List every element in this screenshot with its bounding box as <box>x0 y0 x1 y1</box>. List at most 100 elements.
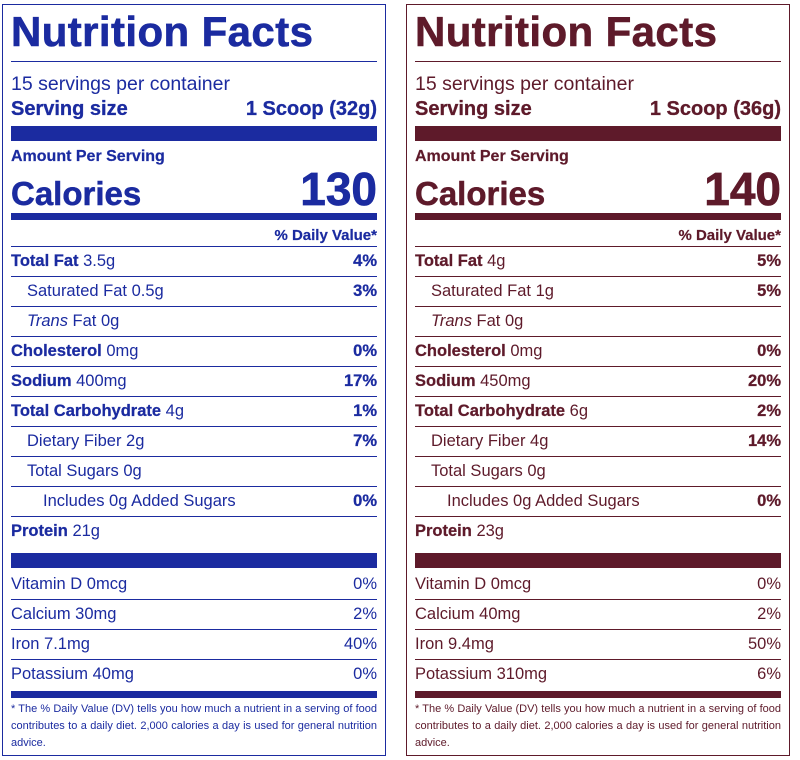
divider <box>415 61 781 62</box>
vitamin-name: Calcium 30mg <box>11 605 117 623</box>
nutrient-row-trans-fat: Trans Fat 0g <box>11 306 377 336</box>
nutrient-rows: Total Fat 4g 5% Saturated Fat 1g 5% Tran… <box>415 246 781 546</box>
medium-divider <box>415 691 781 698</box>
nutrient-row-saturated-fat: Saturated Fat 0.5g 3% <box>11 276 377 306</box>
nutrient-row-cholesterol: Cholesterol 0mg 0% <box>11 336 377 366</box>
nutrient-amount: 0.5g <box>131 282 164 300</box>
thick-divider <box>415 553 781 568</box>
daily-value-header: % Daily Value* <box>678 227 781 244</box>
nutrient-dv: 0% <box>757 492 781 510</box>
nutrient-name: Total Fat <box>415 252 483 270</box>
nutrient-name: Saturated Fat <box>431 282 531 300</box>
nutrient-row-trans-fat: Trans Fat 0g <box>415 306 781 336</box>
amount-per-serving: Amount Per Serving <box>11 148 165 165</box>
footnote: * The % Daily Value (DV) tells you how m… <box>415 703 781 749</box>
thick-divider <box>11 553 377 568</box>
nutrient-row-total-sugars: Total Sugars 0g <box>11 456 377 486</box>
serving-size-row: Serving size 1 Scoop (36g) <box>415 96 781 122</box>
calories-value: 140 <box>704 163 781 215</box>
vitamin-row: Calcium 30mg 2% <box>11 599 377 629</box>
vitamin-dv: 40% <box>343 635 377 653</box>
nutrient-amount: 0mg <box>510 342 543 360</box>
divider <box>11 61 377 62</box>
nutrient-amount: 400mg <box>76 372 127 390</box>
nutrient-dv: 2% <box>757 402 781 420</box>
vitamin-row: Calcium 40mg 2% <box>415 599 781 629</box>
nutrient-dv: 1% <box>353 402 377 420</box>
calories-row: Calories 130 <box>11 163 378 215</box>
vitamin-dv: 0% <box>757 574 781 593</box>
nutrient-amount: 23g <box>476 522 504 540</box>
vitamin-name: Iron 7.1mg <box>11 635 90 653</box>
serving-size-value: 1 Scoop (32g) <box>245 98 377 120</box>
nutrient-row-total-fat: Total Fat 4g 5% <box>415 246 781 276</box>
nutrient-name: Cholesterol <box>415 342 506 360</box>
vitamin-row: Iron 9.4mg 50% <box>415 629 781 659</box>
nutrient-amount: 4g <box>165 402 184 420</box>
vitamin-row: Vitamin D 0mcg 0% <box>415 569 781 599</box>
nutrient-row-added-sugars: Includes 0g Added Sugars 0% <box>415 486 781 516</box>
medium-divider <box>11 691 377 698</box>
nutrient-name: Sodium <box>11 372 72 390</box>
serving-size-row: Serving size 1 Scoop (32g) <box>11 96 377 122</box>
nutrient-name: Saturated Fat <box>27 282 127 300</box>
servings-per-container: 15 servings per container <box>11 73 230 95</box>
thick-divider <box>11 126 377 141</box>
nutrient-dv: 0% <box>353 492 377 510</box>
nutrient-name: Trans <box>431 312 472 330</box>
vitamin-rows: Vitamin D 0mcg 0% Calcium 30mg 2% Iron 7… <box>11 569 377 689</box>
label-title: Nutrition Facts <box>415 8 718 56</box>
nutrient-row-total-carbohydrate: Total Carbohydrate 6g 2% <box>415 396 781 426</box>
medium-divider <box>415 213 781 220</box>
nutrient-row-dietary-fiber: Dietary Fiber 2g 7% <box>11 426 377 456</box>
vitamin-name: Vitamin D 0mcg <box>415 574 532 593</box>
vitamin-row: Iron 7.1mg 40% <box>11 629 377 659</box>
nutrient-dv: 20% <box>747 372 781 390</box>
footnote: * The % Daily Value (DV) tells you how m… <box>11 703 377 749</box>
vitamin-dv: 0% <box>353 665 377 683</box>
nutrient-name: Total Carbohydrate <box>11 402 162 420</box>
nutrient-row-protein: Protein 21g <box>11 516 377 546</box>
vitamin-name: Iron 9.4mg <box>415 635 494 653</box>
nutrient-name: Protein <box>415 522 472 540</box>
nutrition-label-left: Nutrition Facts 15 servings per containe… <box>2 4 386 756</box>
nutrient-amount: Fat 0g <box>72 312 120 330</box>
serving-size-value: 1 Scoop (36g) <box>649 98 781 120</box>
servings-per-container: 15 servings per container <box>415 73 634 95</box>
nutrient-row-sodium: Sodium 400mg 17% <box>11 366 377 396</box>
label-title: Nutrition Facts <box>11 8 314 56</box>
vitamin-row: Potassium 40mg 0% <box>11 659 377 689</box>
nutrient-row-total-fat: Total Fat 3.5g 4% <box>11 246 377 276</box>
nutrient-row-saturated-fat: Saturated Fat 1g 5% <box>415 276 781 306</box>
nutrient-name: Sodium <box>415 372 476 390</box>
nutrient-dv: 5% <box>757 282 781 300</box>
serving-size-label: Serving size <box>11 98 128 120</box>
vitamin-rows: Vitamin D 0mcg 0% Calcium 40mg 2% Iron 9… <box>415 569 781 689</box>
nutrient-name: Includes 0g Added Sugars <box>43 492 236 510</box>
calories-value: 130 <box>300 163 377 215</box>
nutrient-dv: 3% <box>353 282 377 300</box>
nutrient-amount: 21g <box>72 522 100 540</box>
calories-row: Calories 140 <box>415 163 782 215</box>
medium-divider <box>11 213 377 220</box>
nutrient-amount: 0g <box>123 462 142 480</box>
nutrient-name: Protein <box>11 522 68 540</box>
vitamin-name: Calcium 40mg <box>415 605 521 623</box>
nutrient-amount: 2g <box>126 432 145 450</box>
nutrient-dv: 0% <box>353 342 377 360</box>
nutrient-amount: 4g <box>530 432 549 450</box>
nutrient-amount: 0mg <box>106 342 139 360</box>
nutrient-amount: 450mg <box>480 372 531 390</box>
nutrient-row-added-sugars: Includes 0g Added Sugars 0% <box>11 486 377 516</box>
nutrient-name: Dietary Fiber <box>431 432 526 450</box>
nutrient-dv: 17% <box>343 372 377 390</box>
nutrient-row-total-carbohydrate: Total Carbohydrate 4g 1% <box>11 396 377 426</box>
vitamin-name: Potassium 310mg <box>415 665 548 683</box>
vitamin-row: Potassium 310mg 6% <box>415 659 781 689</box>
nutrient-name: Total Sugars <box>431 462 523 480</box>
nutrient-dv: 14% <box>747 432 781 450</box>
nutrient-name: Total Sugars <box>27 462 119 480</box>
nutrient-amount: 3.5g <box>83 252 116 270</box>
nutrient-name: Total Fat <box>11 252 79 270</box>
daily-value-header: % Daily Value* <box>274 227 377 244</box>
